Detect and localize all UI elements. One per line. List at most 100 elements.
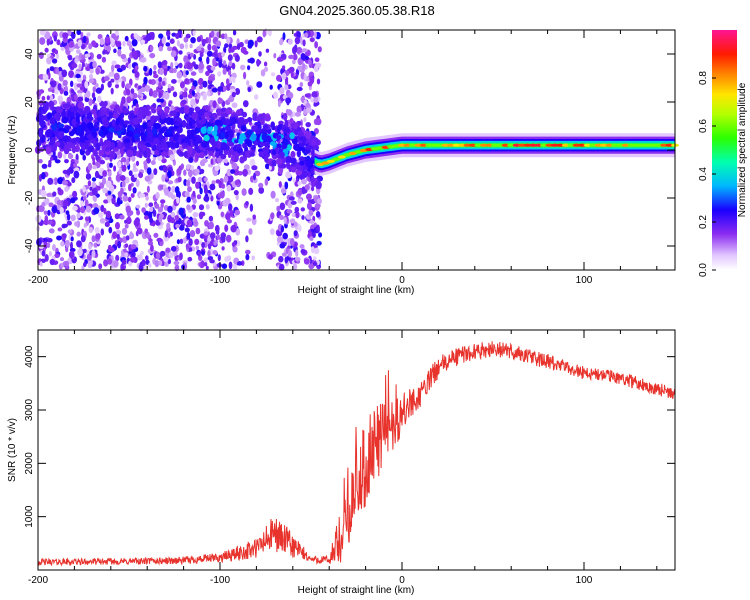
spectrogram-cell	[38, 159, 43, 164]
spectrogram-cell	[91, 108, 97, 115]
spectrogram-cell	[153, 137, 160, 145]
spectrogram-cell	[501, 143, 510, 147]
spectrogram-cell	[130, 244, 137, 250]
spectrogram-cell	[280, 188, 287, 194]
spectrogram-cell	[118, 168, 123, 175]
spectrogram-cell	[287, 92, 294, 100]
spectrogram-cell	[228, 141, 235, 147]
spectrogram-cell	[156, 143, 162, 150]
spectrogram-cell	[52, 191, 57, 197]
spectrogram-cell	[124, 138, 131, 143]
spectrogram-cell	[186, 204, 191, 211]
spectrogram-cell	[248, 187, 254, 195]
spectrogram-cell	[41, 189, 47, 198]
colorbar-tick-label: 0.4	[698, 167, 709, 181]
spectrogram-cell	[281, 252, 287, 257]
spectrogram-cell	[130, 88, 135, 95]
spectrogram-cell	[263, 61, 268, 67]
spectrogram-cell	[98, 149, 105, 157]
spectrogram-cell	[140, 39, 146, 44]
spectrogram-cell	[294, 257, 301, 262]
spectrogram-cell	[479, 143, 488, 147]
spectrogram-cell	[98, 212, 104, 218]
spectrogram-cell	[305, 107, 313, 113]
spectrogram-cell	[643, 143, 652, 147]
spectrogram-cell	[184, 191, 190, 198]
spectrogram-cell	[276, 229, 283, 237]
spectrogram-cell	[318, 232, 323, 238]
spectrogram-cell	[114, 104, 120, 111]
spectrogram-cell	[210, 30, 215, 37]
spectrogram-cell	[66, 213, 71, 221]
spectrogram-cell	[243, 71, 247, 80]
spectrogram-cell	[137, 108, 142, 117]
spectrogram-cell	[142, 95, 147, 100]
colorbar-gradient	[712, 30, 737, 270]
spectrogram-cell	[249, 152, 255, 157]
spectrogram-cell	[206, 50, 213, 57]
spectrogram-cell	[273, 91, 279, 99]
spectrogram-cell	[209, 232, 216, 240]
spectrogram-cell	[507, 143, 516, 147]
spectrogram-cell	[95, 232, 101, 240]
spectrogram-cell	[279, 243, 286, 249]
spectrogram-cell	[182, 237, 187, 244]
spectrogram-cell	[39, 120, 46, 127]
spectrogram-cell	[199, 187, 203, 195]
spectrogram-cell	[235, 54, 240, 62]
spectrogram-cell	[254, 40, 258, 48]
spectrogram-cell	[278, 181, 282, 188]
spectrogram-cell	[82, 196, 87, 201]
spectrogram-cell	[289, 218, 296, 224]
spectrogram-cell	[76, 77, 83, 83]
spectrogram-cell	[56, 199, 62, 207]
spectrogram-cell	[84, 80, 89, 89]
spectrogram-cell	[203, 231, 209, 236]
spectrogram-cell	[279, 87, 285, 95]
spectrogram-cell	[313, 196, 318, 202]
spectrogram-cell	[177, 176, 182, 183]
spectrogram-cell	[51, 205, 58, 214]
spectrogram-cell	[294, 128, 299, 136]
spectrogram-cell	[49, 81, 55, 86]
spectrogram-cell	[56, 39, 61, 46]
spectrogram-cell	[180, 99, 187, 105]
spectrogram-cell	[518, 143, 527, 147]
spectrogram-cell	[53, 35, 57, 42]
spectrogram-cell	[103, 119, 110, 128]
spectrogram-cell	[279, 202, 286, 211]
spectrogram-cell	[164, 230, 168, 238]
spectrogram-cell	[226, 219, 232, 224]
spectrogram-cell	[125, 83, 132, 90]
spectrogram-cell	[217, 97, 222, 105]
spectrogram-cell	[589, 143, 598, 147]
spectrogram-cell	[112, 231, 117, 240]
spectrogram-cell	[173, 67, 177, 74]
spectrogram-cell	[290, 238, 295, 246]
spectrogram-cell	[91, 40, 97, 47]
spectrogram-cell	[87, 180, 92, 187]
spectrogram-cell	[256, 120, 262, 128]
spectrogram-cell	[305, 159, 312, 168]
spectrogram-cell	[62, 199, 69, 207]
spectrogram-cell	[107, 244, 112, 253]
spectrogram-cell	[301, 189, 308, 194]
spectrogram-cell	[103, 139, 109, 145]
figure-title: GN04.2025.360.05.38.R18	[279, 3, 434, 18]
spectrogram-cell	[116, 233, 120, 240]
spectrogram-cell	[82, 74, 87, 81]
spectrogram-cell	[311, 186, 315, 192]
spectrogram-cell	[583, 143, 592, 147]
spectrogram-cell	[149, 88, 154, 96]
spectrogram-cell	[67, 229, 73, 234]
spectrogram-cell	[136, 227, 143, 235]
spectrogram-cell	[203, 195, 210, 202]
spectrogram-cell	[201, 250, 205, 256]
spectrogram-cell	[638, 143, 647, 147]
spectrogram-cell	[151, 160, 156, 166]
spectrogram-cell	[158, 76, 163, 83]
spectrogram-cell	[474, 143, 483, 147]
spectrogram-cell	[103, 76, 110, 82]
spectrogram-cell	[103, 100, 108, 107]
spectrogram-cell	[79, 206, 86, 214]
